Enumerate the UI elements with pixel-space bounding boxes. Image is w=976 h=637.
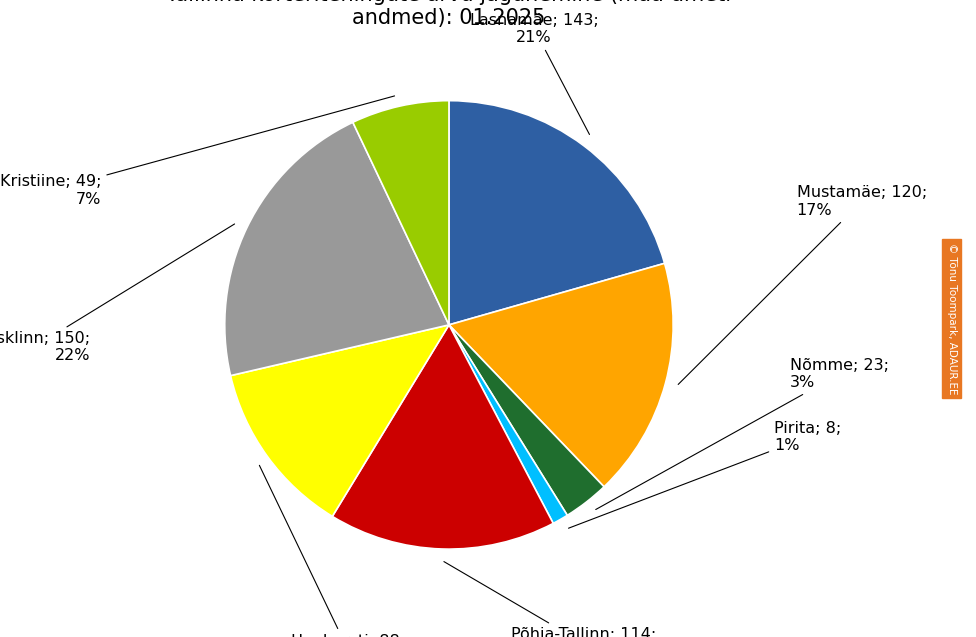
Text: Pirita; 8;
1%: Pirita; 8; 1% [568,421,841,528]
Wedge shape [333,325,553,549]
Wedge shape [449,101,665,325]
Text: Nõmme; 23;
3%: Nõmme; 23; 3% [595,358,889,510]
Text: Lasnamäe; 143;
21%: Lasnamäe; 143; 21% [469,13,598,134]
Text: Kristiine; 49;
7%: Kristiine; 49; 7% [0,96,394,206]
Wedge shape [230,325,449,517]
Title: Tallinna korteritehingute arvu jagunemine (maa-ameti
andmed): 01.2025: Tallinna korteritehingute arvu jagunemin… [166,0,732,28]
Text: Haabersti; 88;
13%: Haabersti; 88; 13% [260,466,405,637]
Text: Põhja-Tallinn; 114;
16%: Põhja-Tallinn; 114; 16% [444,562,656,637]
Text: Mustamäe; 120;
17%: Mustamäe; 120; 17% [678,185,927,385]
Wedge shape [449,325,604,515]
Wedge shape [353,101,449,325]
Wedge shape [449,325,567,524]
Text: Kesklinn; 150;
22%: Kesklinn; 150; 22% [0,224,234,364]
Text: © Tõnu Toompark, ADAUR.EE: © Tõnu Toompark, ADAUR.EE [947,243,956,394]
Wedge shape [449,263,673,487]
Wedge shape [224,122,449,376]
